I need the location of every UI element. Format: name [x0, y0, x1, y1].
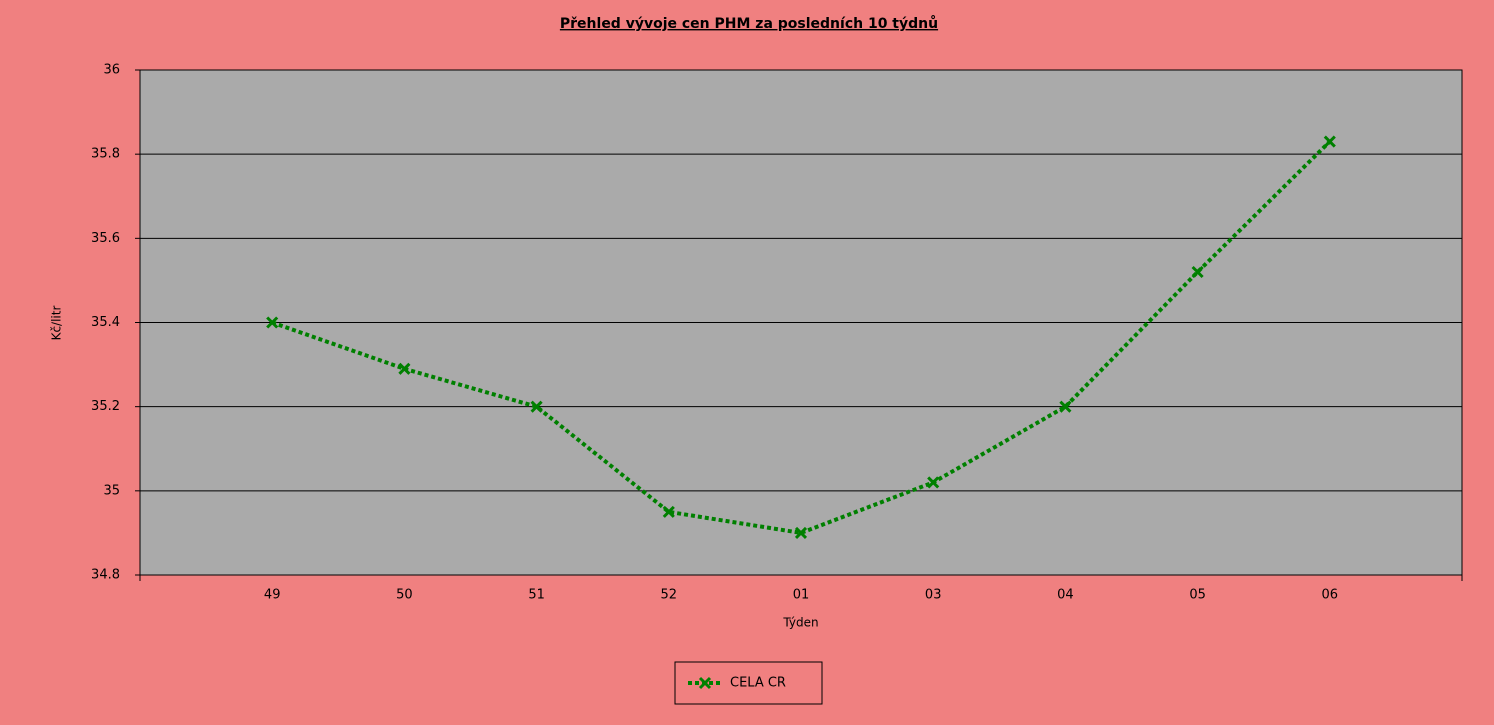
y-tick-label: 35.4	[91, 315, 120, 330]
x-tick-label: 05	[1189, 588, 1206, 603]
marker	[698, 676, 712, 690]
marker	[927, 476, 940, 489]
x-tick-label: 06	[1322, 588, 1339, 603]
legend-label: CELA CR	[730, 676, 786, 691]
y-tick-label: 35.6	[91, 231, 120, 246]
marker	[1191, 265, 1204, 279]
chart-title: Přehled vývoje cen PHM za posledních 10 …	[560, 15, 938, 32]
y-tick-label: 35.2	[91, 399, 120, 414]
x-tick-label: 50	[396, 588, 413, 603]
x-tick-label: 51	[528, 588, 545, 603]
series-line	[271, 140, 1332, 535]
legend-box	[674, 661, 823, 705]
marker	[1323, 135, 1336, 148]
y-axis-label: Kč/litr	[50, 306, 64, 341]
y-tick-label: 36	[103, 63, 120, 78]
x-axis-label: Týden	[782, 616, 818, 630]
x-tick-label: 49	[264, 588, 281, 603]
marker	[1059, 400, 1072, 413]
marker	[398, 362, 411, 375]
x-tick-label: 52	[661, 588, 678, 603]
x-tick-label: 04	[1057, 588, 1074, 603]
marker	[794, 526, 808, 539]
marker	[266, 316, 279, 329]
y-tick-label: 35.8	[91, 147, 120, 162]
marker	[662, 505, 675, 518]
y-tick-label: 35	[103, 483, 120, 498]
y-tick-label: 34.8	[91, 568, 120, 583]
marker	[530, 400, 543, 413]
x-tick-label: 03	[925, 588, 942, 603]
x-tick-label: 01	[793, 588, 810, 603]
